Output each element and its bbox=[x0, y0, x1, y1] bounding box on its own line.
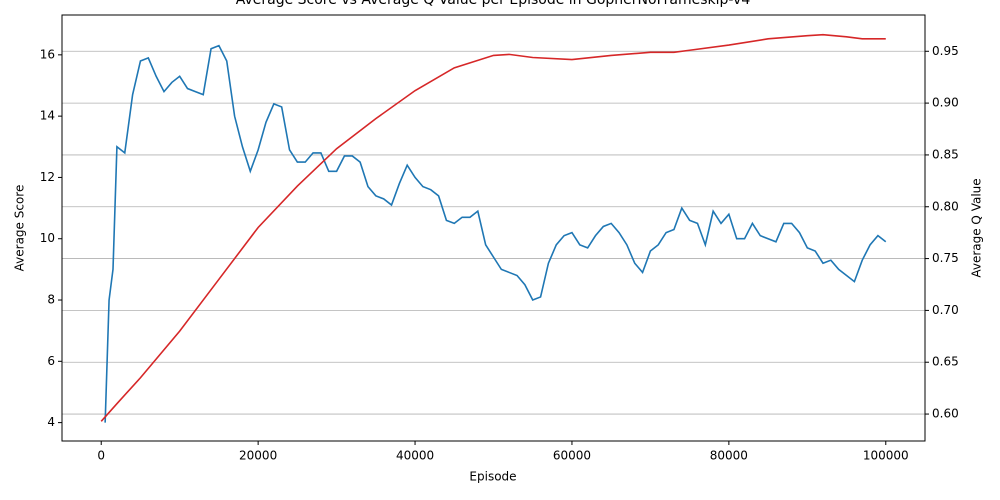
chart-title: Average Score vs Average Q Value per Epi… bbox=[236, 0, 751, 8]
y-tick-label: 16 bbox=[40, 47, 55, 61]
y-tick-label: 12 bbox=[40, 170, 55, 184]
x-tick-label: 60000 bbox=[553, 449, 591, 463]
y2-tick-label: 0.85 bbox=[932, 147, 959, 161]
x-tick-label: 20000 bbox=[239, 449, 277, 463]
x-tick-label: 100000 bbox=[863, 449, 909, 463]
y-axis-label: Average Score bbox=[13, 185, 27, 272]
series-line bbox=[104, 44, 887, 423]
series-line bbox=[100, 33, 886, 422]
y-tick-label: 4 bbox=[47, 415, 55, 429]
y2-tick-label: 0.90 bbox=[932, 96, 959, 110]
y-tick-label: 10 bbox=[40, 231, 55, 245]
y-tick-label: 6 bbox=[47, 354, 55, 368]
x-axis-label: Episode bbox=[469, 470, 516, 484]
y-tick-label: 8 bbox=[47, 293, 55, 307]
x-tick-label: 80000 bbox=[710, 449, 748, 463]
y2-tick-label: 0.95 bbox=[932, 44, 959, 58]
y2-tick-label: 0.70 bbox=[932, 303, 959, 317]
x-tick-label: 0 bbox=[97, 449, 105, 463]
y2-tick-label: 0.60 bbox=[932, 407, 959, 421]
y-tick-label: 14 bbox=[40, 109, 55, 123]
y2-axis-label: Average Q Value bbox=[970, 178, 984, 277]
y2-tick-label: 0.65 bbox=[932, 355, 959, 369]
y2-tick-label: 0.75 bbox=[932, 251, 959, 265]
x-tick-label: 40000 bbox=[396, 449, 434, 463]
plot-frame bbox=[61, 14, 926, 442]
y2-tick-label: 0.80 bbox=[932, 199, 959, 213]
